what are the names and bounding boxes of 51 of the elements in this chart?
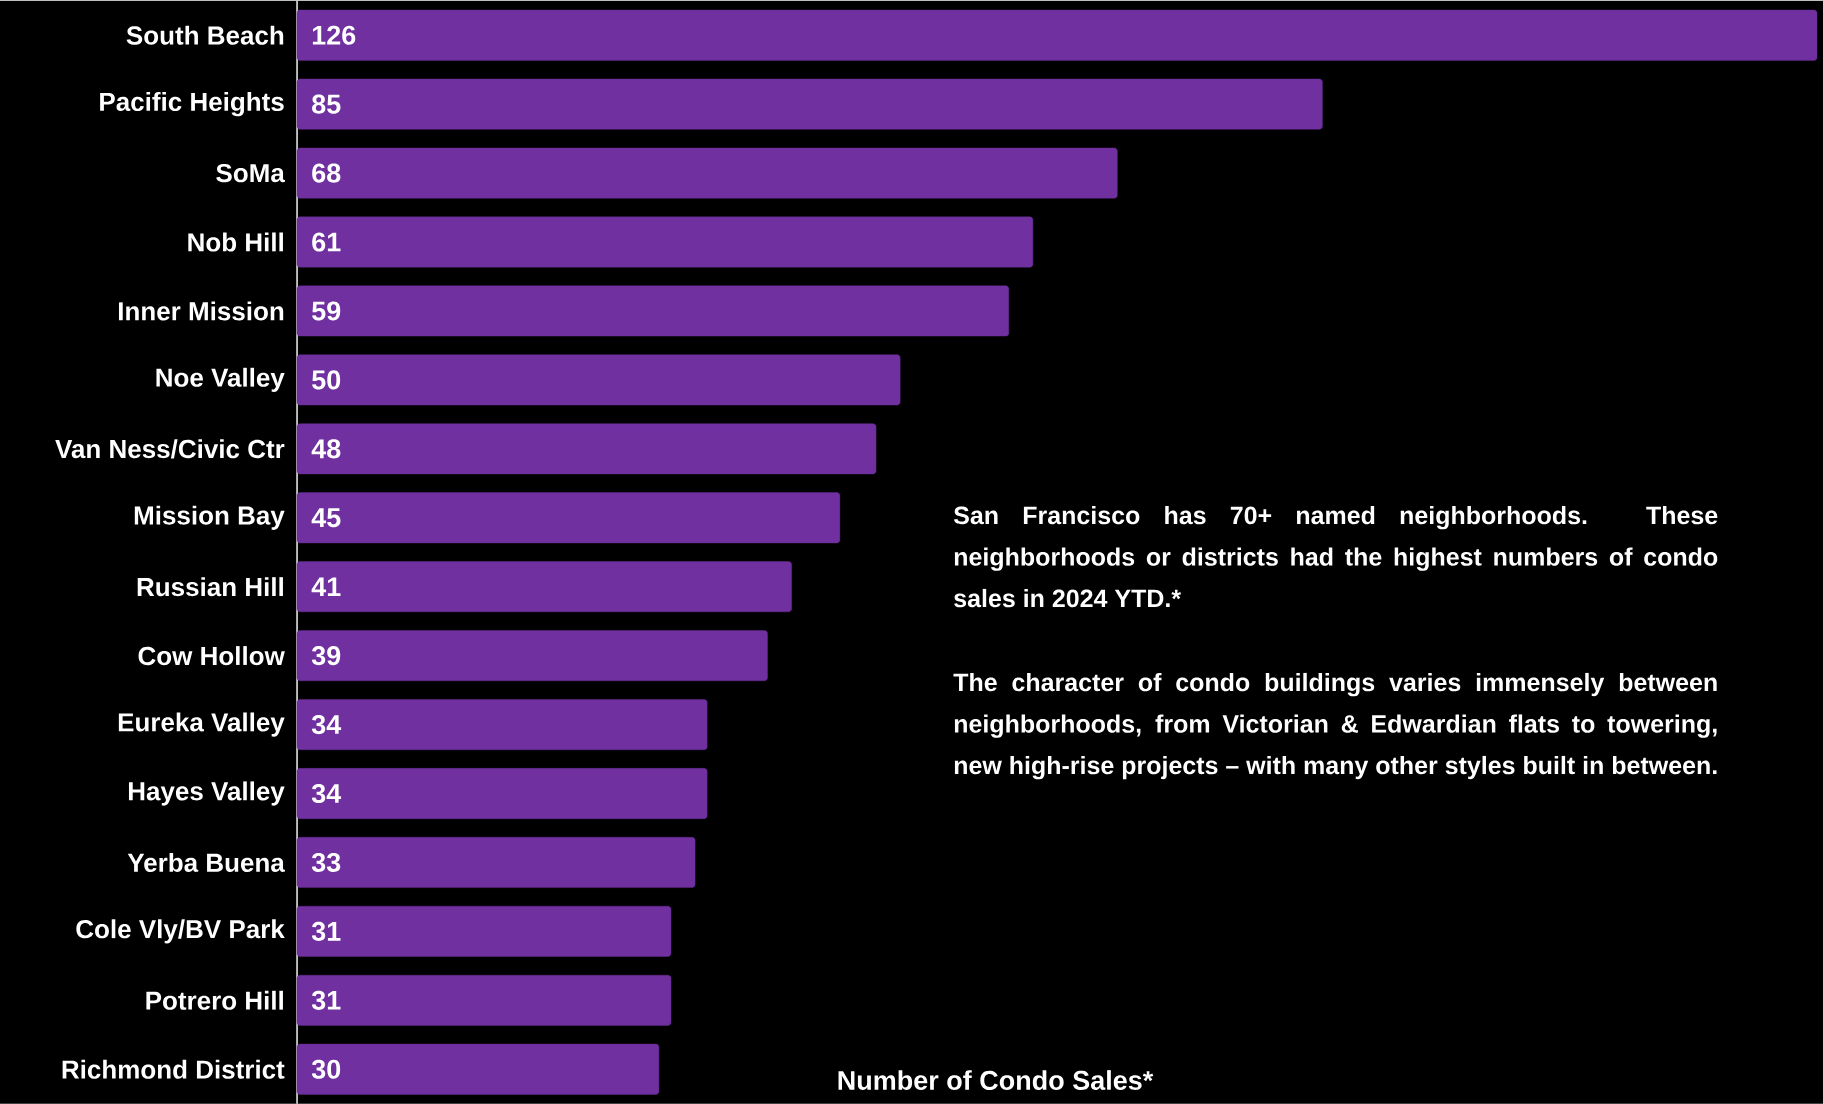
y-tick-label: Hayes Valley (128, 781, 285, 806)
y-tick-label: Yerba Buena (127, 852, 285, 872)
bar (296, 836, 696, 888)
bar (296, 767, 708, 819)
data-label: 68 (312, 163, 341, 183)
data-label: 50 (312, 370, 341, 390)
annotation: The character of condo buildings varies immensely between neighborhoods, from Victorian & Edwardian flats to towering, new high-rise projects – with many other styles built in between. (953, 672, 1717, 780)
data-label: 126 (312, 25, 356, 45)
y-tick-label: SoMa (216, 163, 285, 183)
y-tick-label: Cole Vly/BV Park (76, 919, 285, 944)
bar (296, 423, 877, 474)
data-label: 45 (311, 508, 341, 527)
y-tick-label: Noe Valley (156, 367, 285, 392)
y-tick-label: Cow Hollow (138, 645, 285, 665)
bar (296, 974, 672, 1026)
bar (296, 78, 1323, 130)
y-tick-label: Potrero Hill (146, 990, 283, 1010)
bar (296, 698, 708, 750)
y-tick-label: Richmond District (62, 1059, 285, 1079)
bar (296, 630, 768, 681)
y-tick-label: Inner Mission (118, 301, 284, 321)
data-label: 48 (311, 439, 341, 459)
data-label: 34 (311, 783, 342, 803)
data-label: 30 (311, 1059, 341, 1079)
y-tick-label: Russian Hill (137, 576, 283, 597)
data-label: 39 (311, 645, 341, 665)
data-label: 33 (311, 852, 341, 872)
bar (296, 216, 1034, 268)
y-tick-label: Nob Hill (188, 232, 283, 252)
data-label: 59 (312, 301, 341, 321)
y-tick-label: Mission Bay (134, 505, 285, 530)
bar (296, 354, 901, 406)
bar (296, 561, 792, 612)
data-label: 41 (311, 577, 341, 596)
bar (296, 9, 1818, 61)
data-label: 31 (311, 990, 341, 1010)
bar (296, 492, 841, 543)
data-label: 85 (312, 94, 341, 114)
x-axis-title: Number of Condo Sales* (838, 1069, 1154, 1090)
data-label: 61 (312, 232, 341, 252)
bar (296, 1043, 660, 1095)
y-tick-label: South Beach (126, 25, 284, 45)
annotation: San Francisco has 70+ named neighborhoods. These neighborhoods or districts had the highest numbers of condo sales in 2024 YTD.* (953, 505, 1718, 608)
y-tick-label: Eureka Valley (118, 712, 285, 737)
bar (296, 147, 1118, 199)
bar (296, 905, 672, 957)
data-label: 34 (311, 714, 342, 734)
y-tick-label: Van Ness/Civic Ctr (55, 438, 285, 459)
y-tick-label: Pacific Heights (100, 91, 284, 117)
data-label: 31 (311, 921, 341, 941)
bar (296, 285, 1009, 337)
